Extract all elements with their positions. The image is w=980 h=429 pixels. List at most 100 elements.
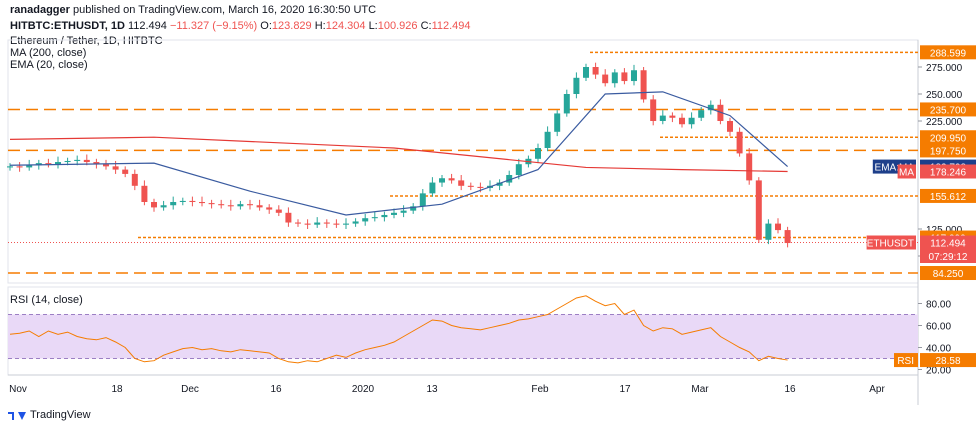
candle-body — [746, 153, 753, 181]
candle-body — [304, 223, 311, 225]
level-tag — [920, 266, 976, 281]
candle-body — [659, 115, 666, 121]
candle-body — [237, 204, 244, 207]
candle-body — [535, 148, 541, 159]
close-value: 112.494 — [431, 20, 471, 32]
value-tag-name: MA — [899, 167, 914, 178]
candle-body — [669, 115, 676, 118]
candle-body — [55, 162, 61, 165]
candle-body — [765, 223, 772, 240]
value-tag-name: ETHUSDT — [867, 239, 914, 250]
candle-body — [381, 214, 388, 218]
candle-body — [707, 104, 714, 111]
time-tick-label: Mar — [691, 384, 709, 395]
candle-body — [189, 200, 196, 202]
candle-body — [602, 74, 609, 84]
level-tag-label: 288.599 — [930, 48, 967, 59]
candle-body — [179, 200, 186, 202]
symbol-line: HITBTC:ETHUSDT, 1D — [10, 20, 125, 32]
ema-legend: EMA (20, close) — [10, 59, 88, 71]
ema-20-line — [9, 91, 788, 216]
candle-body — [554, 113, 561, 132]
candle-body — [563, 94, 570, 114]
value-tag-name-bg — [897, 164, 916, 179]
symbol-title: Ethereum / Tether, 1D, HITBTC — [10, 35, 163, 47]
candle-body — [26, 165, 33, 168]
value-tag-name: EMA:MA — [875, 163, 915, 174]
candle-body — [640, 70, 647, 100]
candle-body — [170, 202, 177, 206]
candle-body — [362, 218, 369, 222]
candle-body — [573, 77, 580, 94]
rsi-line — [9, 295, 788, 364]
candle-body — [621, 72, 628, 82]
rsi-tick-label: 20.00 — [926, 366, 951, 377]
tradingview-footer: TradingView — [8, 409, 91, 421]
rsi-name-tag — [894, 353, 918, 368]
last-price: 112.494 — [127, 20, 167, 32]
candle-body — [755, 180, 762, 240]
price-change: −11.327 (−9.15%) — [169, 20, 258, 32]
time-tick-label: Feb — [531, 384, 549, 395]
publish-info: ranadagger published on TradingView.com,… — [10, 4, 376, 16]
tradingview-logo-icon — [8, 412, 26, 420]
time-tick-label: 16 — [270, 384, 282, 395]
candle-body — [266, 207, 273, 210]
candle-body — [314, 222, 321, 225]
ma-200-line — [9, 136, 788, 173]
rsi-legend: RSI (14, close) — [10, 294, 83, 306]
candle-body — [506, 175, 513, 183]
author-name[interactable]: ranadagger — [10, 4, 70, 16]
footer-brand[interactable]: TradingView — [30, 409, 91, 421]
candle-body — [477, 186, 484, 188]
candle-body — [208, 203, 215, 205]
candle-body — [544, 131, 551, 148]
level-tag-label: 235.700 — [930, 105, 967, 116]
time-tick-label: 16 — [784, 384, 796, 395]
indicator-legend: Ethereum / Tether, 1D, HITBTC MA (200, c… — [10, 35, 163, 71]
candle-body — [227, 205, 234, 207]
rsi-name-label: RSI — [897, 356, 914, 367]
candle-body — [458, 180, 465, 186]
candle-body — [439, 178, 445, 183]
candle-body — [218, 204, 225, 206]
value-tag — [920, 164, 976, 179]
candle-body — [7, 166, 13, 168]
candle-body — [74, 159, 81, 161]
value-tag-value: 112.494 — [930, 239, 966, 250]
level-tag — [920, 102, 976, 117]
candle-body — [391, 212, 397, 215]
candle-body — [592, 67, 599, 75]
candle-body — [515, 164, 522, 175]
close-label: C: — [420, 20, 432, 32]
candle-body — [496, 182, 503, 186]
candle-body — [45, 163, 52, 165]
candle-body — [295, 222, 301, 224]
level-tag-label: 197.750 — [930, 146, 967, 157]
countdown-label: 07:29:12 — [929, 252, 968, 263]
rsi-band — [8, 314, 918, 359]
ohlc-line: HITBTC:ETHUSDT, 1D 112.494 −11.327 (−9.1… — [10, 20, 471, 32]
candle-body — [419, 193, 426, 207]
candle-body — [775, 223, 781, 231]
candle-body — [93, 162, 100, 165]
price-tick-label: 225.000 — [926, 117, 963, 128]
level-tag — [920, 130, 976, 145]
rsi-tick-label: 60.00 — [926, 322, 951, 333]
high-label: H: — [314, 20, 326, 32]
price-tick-label: 125.000 — [926, 225, 963, 236]
level-tag-label: 84.250 — [933, 269, 964, 280]
candle-body — [467, 185, 474, 187]
candle-body — [35, 163, 42, 166]
candle-body — [343, 223, 349, 225]
time-tick-label: 18 — [111, 384, 123, 395]
value-tag-name-bg — [866, 235, 916, 250]
open-label: O: — [260, 20, 272, 32]
candle-body — [323, 222, 330, 224]
level-tag — [920, 143, 976, 158]
time-tick-label: 17 — [619, 384, 631, 395]
low-value: 100.926 — [377, 20, 418, 32]
candle-body — [122, 169, 129, 174]
candle-body — [131, 173, 138, 186]
